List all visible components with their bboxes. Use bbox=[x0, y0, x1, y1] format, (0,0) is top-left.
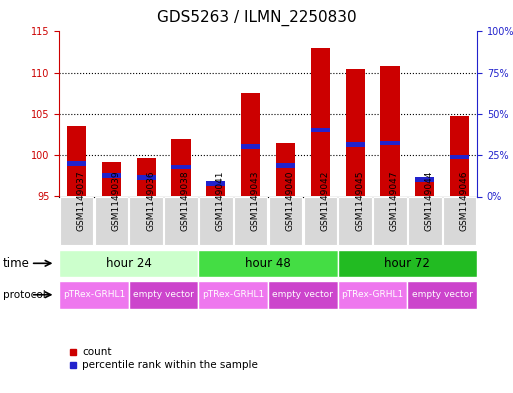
FancyBboxPatch shape bbox=[94, 197, 128, 245]
FancyBboxPatch shape bbox=[164, 197, 198, 245]
FancyBboxPatch shape bbox=[339, 197, 372, 245]
Text: GSM1149047: GSM1149047 bbox=[390, 170, 399, 231]
Text: protocol: protocol bbox=[3, 290, 45, 300]
Text: pTRex-GRHL1: pTRex-GRHL1 bbox=[63, 290, 125, 299]
Bar bbox=[338, 281, 407, 309]
Bar bbox=[102, 173, 121, 178]
Text: GSM1149046: GSM1149046 bbox=[460, 170, 469, 231]
Bar bbox=[338, 250, 477, 277]
Text: GSM1149038: GSM1149038 bbox=[181, 170, 190, 231]
FancyBboxPatch shape bbox=[129, 197, 163, 245]
Text: empty vector: empty vector bbox=[412, 290, 472, 299]
Bar bbox=[67, 162, 86, 166]
Legend: count, percentile rank within the sample: count, percentile rank within the sample bbox=[64, 343, 262, 375]
Bar bbox=[268, 281, 338, 309]
Text: hour 72: hour 72 bbox=[384, 257, 430, 270]
Bar bbox=[346, 68, 365, 196]
Text: GSM1149036: GSM1149036 bbox=[146, 170, 155, 231]
Bar bbox=[206, 181, 225, 186]
FancyBboxPatch shape bbox=[443, 197, 477, 245]
Bar bbox=[129, 281, 199, 309]
FancyBboxPatch shape bbox=[269, 197, 302, 245]
Bar bbox=[171, 139, 190, 196]
FancyBboxPatch shape bbox=[373, 197, 407, 245]
Text: hour 48: hour 48 bbox=[245, 257, 291, 270]
Text: GSM1149042: GSM1149042 bbox=[320, 170, 329, 231]
Text: GSM1149045: GSM1149045 bbox=[355, 170, 364, 231]
Text: GSM1149043: GSM1149043 bbox=[251, 170, 260, 231]
Text: hour 24: hour 24 bbox=[106, 257, 152, 270]
FancyBboxPatch shape bbox=[304, 197, 337, 245]
Bar bbox=[102, 162, 121, 196]
Text: GDS5263 / ILMN_2250830: GDS5263 / ILMN_2250830 bbox=[156, 10, 357, 26]
Bar bbox=[59, 250, 199, 277]
FancyBboxPatch shape bbox=[234, 197, 267, 245]
FancyBboxPatch shape bbox=[199, 197, 232, 245]
Bar bbox=[206, 186, 225, 196]
Text: empty vector: empty vector bbox=[272, 290, 333, 299]
FancyBboxPatch shape bbox=[408, 197, 442, 245]
Bar bbox=[136, 175, 155, 180]
Bar bbox=[311, 128, 330, 132]
Bar bbox=[450, 155, 469, 159]
Bar bbox=[67, 126, 86, 196]
Text: GSM1149040: GSM1149040 bbox=[285, 170, 294, 231]
Text: GSM1149039: GSM1149039 bbox=[111, 170, 120, 231]
Bar bbox=[136, 158, 155, 196]
FancyBboxPatch shape bbox=[60, 197, 93, 245]
Text: time: time bbox=[3, 257, 29, 270]
Bar bbox=[450, 116, 469, 196]
Bar bbox=[381, 141, 400, 145]
Bar bbox=[346, 142, 365, 147]
Text: GSM1149041: GSM1149041 bbox=[216, 170, 225, 231]
Bar bbox=[199, 250, 338, 277]
Bar bbox=[59, 281, 129, 309]
Bar bbox=[199, 281, 268, 309]
Bar bbox=[276, 143, 295, 196]
Text: GSM1149037: GSM1149037 bbox=[76, 170, 86, 231]
Text: pTRex-GRHL1: pTRex-GRHL1 bbox=[202, 290, 264, 299]
Bar bbox=[241, 144, 260, 149]
Bar bbox=[381, 66, 400, 196]
Bar bbox=[311, 48, 330, 196]
Text: empty vector: empty vector bbox=[133, 290, 194, 299]
Bar bbox=[415, 182, 435, 196]
Bar bbox=[171, 165, 190, 169]
Bar bbox=[241, 93, 260, 196]
Bar bbox=[415, 177, 435, 182]
Bar bbox=[276, 163, 295, 167]
Bar bbox=[407, 281, 477, 309]
Text: GSM1149044: GSM1149044 bbox=[425, 170, 434, 231]
Text: pTRex-GRHL1: pTRex-GRHL1 bbox=[342, 290, 404, 299]
